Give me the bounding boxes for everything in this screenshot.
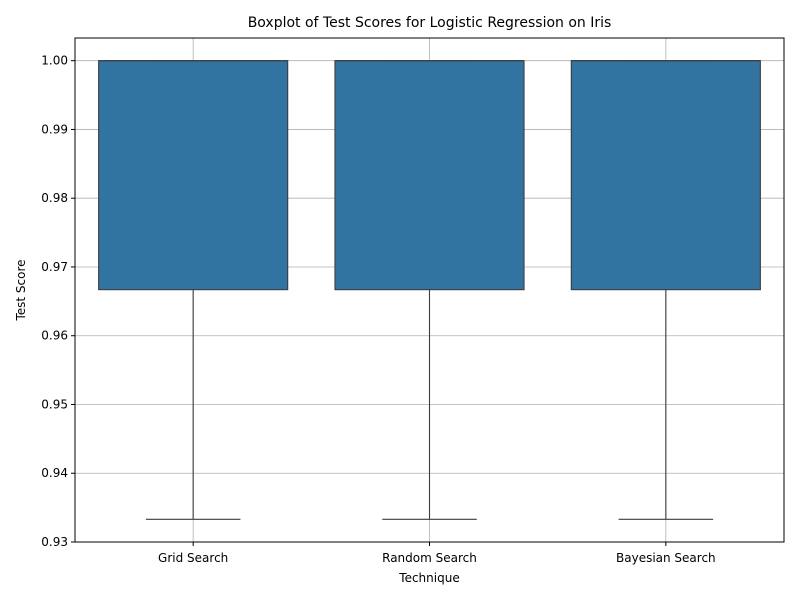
y-axis-label: Test Score [14, 259, 28, 321]
y-tick-label: 1.00 [41, 54, 68, 68]
y-tick-label: 0.93 [41, 535, 68, 549]
box-iqr [98, 60, 289, 291]
y-axis-ticks: 0.93 0.94 0.95 0.96 0.97 0.98 0.99 1.00 [41, 54, 75, 549]
y-tick-label: 0.98 [41, 191, 68, 205]
y-tick-label: 0.97 [41, 260, 68, 274]
y-tick-label: 0.95 [41, 397, 68, 411]
y-tick-label: 0.94 [41, 466, 68, 480]
box-group-0 [98, 60, 289, 520]
box-group-2 [570, 60, 761, 520]
y-tick-label: 0.99 [41, 122, 68, 136]
x-tick-label: Bayesian Search [616, 551, 716, 565]
x-axis-ticks: Grid Search Random Search Bayesian Search [158, 542, 716, 565]
box-iqr [570, 60, 761, 291]
boxes [98, 60, 761, 520]
x-tick-label: Random Search [382, 551, 477, 565]
y-tick-label: 0.96 [41, 329, 68, 343]
box-group-1 [334, 60, 525, 520]
box-iqr [334, 60, 525, 291]
chart-title: Boxplot of Test Scores for Logistic Regr… [248, 15, 612, 31]
x-axis-label: Technique [398, 571, 459, 585]
x-tick-label: Grid Search [158, 551, 228, 565]
